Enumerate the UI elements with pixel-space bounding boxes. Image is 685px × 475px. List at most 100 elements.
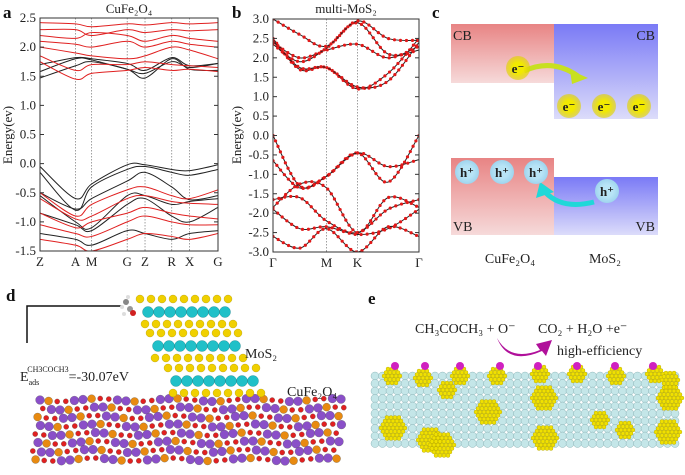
- adsorption-model: d Eads CH3COCH3=-30.07eV MoS₂ CuFe₂O₄: [6, 286, 347, 466]
- band-marker: [378, 77, 382, 82]
- hole-symbol: h⁺: [529, 165, 543, 180]
- atom: [228, 454, 238, 464]
- mos2-cluster: [427, 432, 457, 458]
- band-marker: [289, 194, 293, 199]
- atom: [268, 421, 277, 430]
- band-marker: [324, 44, 328, 48]
- tube-atom: [625, 394, 635, 403]
- y-tick-label: -2.0: [248, 205, 269, 220]
- band-marker: [280, 50, 284, 54]
- band-marker: [407, 54, 412, 58]
- hole-symbol: h⁺: [600, 184, 614, 199]
- atom: [149, 423, 155, 429]
- atom: [279, 449, 285, 456]
- atom: [118, 432, 124, 438]
- band-marker: [281, 47, 285, 51]
- molybdenum-atom: [203, 375, 215, 387]
- band-marker: [351, 228, 355, 232]
- band-marker: [362, 20, 366, 24]
- band-marker: [414, 204, 419, 208]
- atom: [181, 413, 187, 419]
- band-marker: [286, 166, 290, 170]
- sulfur-atom: [217, 319, 227, 329]
- band-marker: [317, 213, 322, 218]
- atom: [336, 394, 346, 404]
- tube-atom: [445, 401, 455, 411]
- tube-atom: [423, 386, 432, 396]
- atom: [187, 412, 197, 422]
- atom: [176, 428, 186, 438]
- band-marker: [307, 58, 311, 62]
- band-marker: [308, 54, 312, 58]
- atom: [298, 407, 304, 413]
- atom: [151, 429, 160, 438]
- tube-atom: [460, 431, 470, 441]
- atom: [260, 446, 270, 456]
- band-marker: [295, 195, 299, 199]
- atom: [65, 430, 74, 439]
- x-tick-label: X: [185, 254, 195, 269]
- atom: [322, 403, 331, 412]
- tube-atom: [378, 394, 387, 403]
- atom: [302, 396, 311, 405]
- y-tick-label: -0.5: [15, 185, 36, 200]
- band-marker: [396, 61, 400, 66]
- tube-atom: [640, 424, 650, 433]
- tube-atom: [565, 424, 575, 433]
- tube-atom: [558, 394, 567, 403]
- band-line-0-7: [40, 197, 218, 233]
- mos2-cluster: [473, 399, 503, 425]
- atom: [269, 397, 275, 403]
- active-site-icon: [456, 362, 464, 370]
- band-marker: [301, 186, 305, 191]
- mos2-cluster: [378, 415, 408, 441]
- band-marker: [318, 225, 322, 229]
- tube-atom: [438, 401, 447, 411]
- atom: [159, 446, 165, 453]
- tube-atom: [640, 409, 650, 418]
- tube-atom: [610, 394, 620, 403]
- band-marker: [333, 38, 338, 42]
- electron-symbol: e⁻: [512, 61, 525, 76]
- x-tick-label: Γ: [269, 255, 277, 270]
- band-marker: [336, 227, 340, 232]
- atom: [271, 455, 281, 466]
- tube-atom: [513, 401, 522, 411]
- band-line-1-7: [40, 186, 218, 217]
- atom: [314, 453, 324, 463]
- molybdenum-atom: [218, 340, 230, 352]
- electron-icon: [627, 94, 651, 118]
- tube-atom: [490, 424, 500, 433]
- atom: [179, 455, 185, 462]
- band-marker: [392, 175, 397, 179]
- atom: [116, 449, 122, 455]
- atom: [41, 432, 47, 438]
- sulfur-atom: [185, 363, 195, 373]
- band-marker: [362, 152, 366, 156]
- band-marker: [286, 50, 290, 55]
- atom: [236, 403, 245, 413]
- tube-atom: [543, 409, 552, 418]
- molybdenum-atom: [247, 375, 259, 387]
- atom: [90, 427, 100, 438]
- tube-atom: [520, 439, 530, 448]
- band-marker: [398, 220, 403, 224]
- atom: [42, 439, 51, 448]
- atom: [52, 415, 58, 422]
- atom: [44, 421, 54, 432]
- band-marker: [291, 61, 295, 65]
- band-marker: [322, 48, 326, 52]
- tube-atom: [558, 379, 567, 388]
- atom: [222, 457, 228, 463]
- tube-atom: [505, 416, 515, 426]
- hole-icon: [595, 179, 619, 203]
- tube-atom: [505, 379, 515, 388]
- x-tick-label: K: [353, 255, 363, 270]
- atom: [121, 396, 131, 406]
- tube-atom: [625, 379, 635, 388]
- tube-atom: [610, 401, 620, 411]
- atom: [44, 396, 53, 406]
- atom: [325, 436, 335, 446]
- y-tick-label: -1.0: [15, 214, 36, 229]
- mos2-layers: [135, 294, 266, 398]
